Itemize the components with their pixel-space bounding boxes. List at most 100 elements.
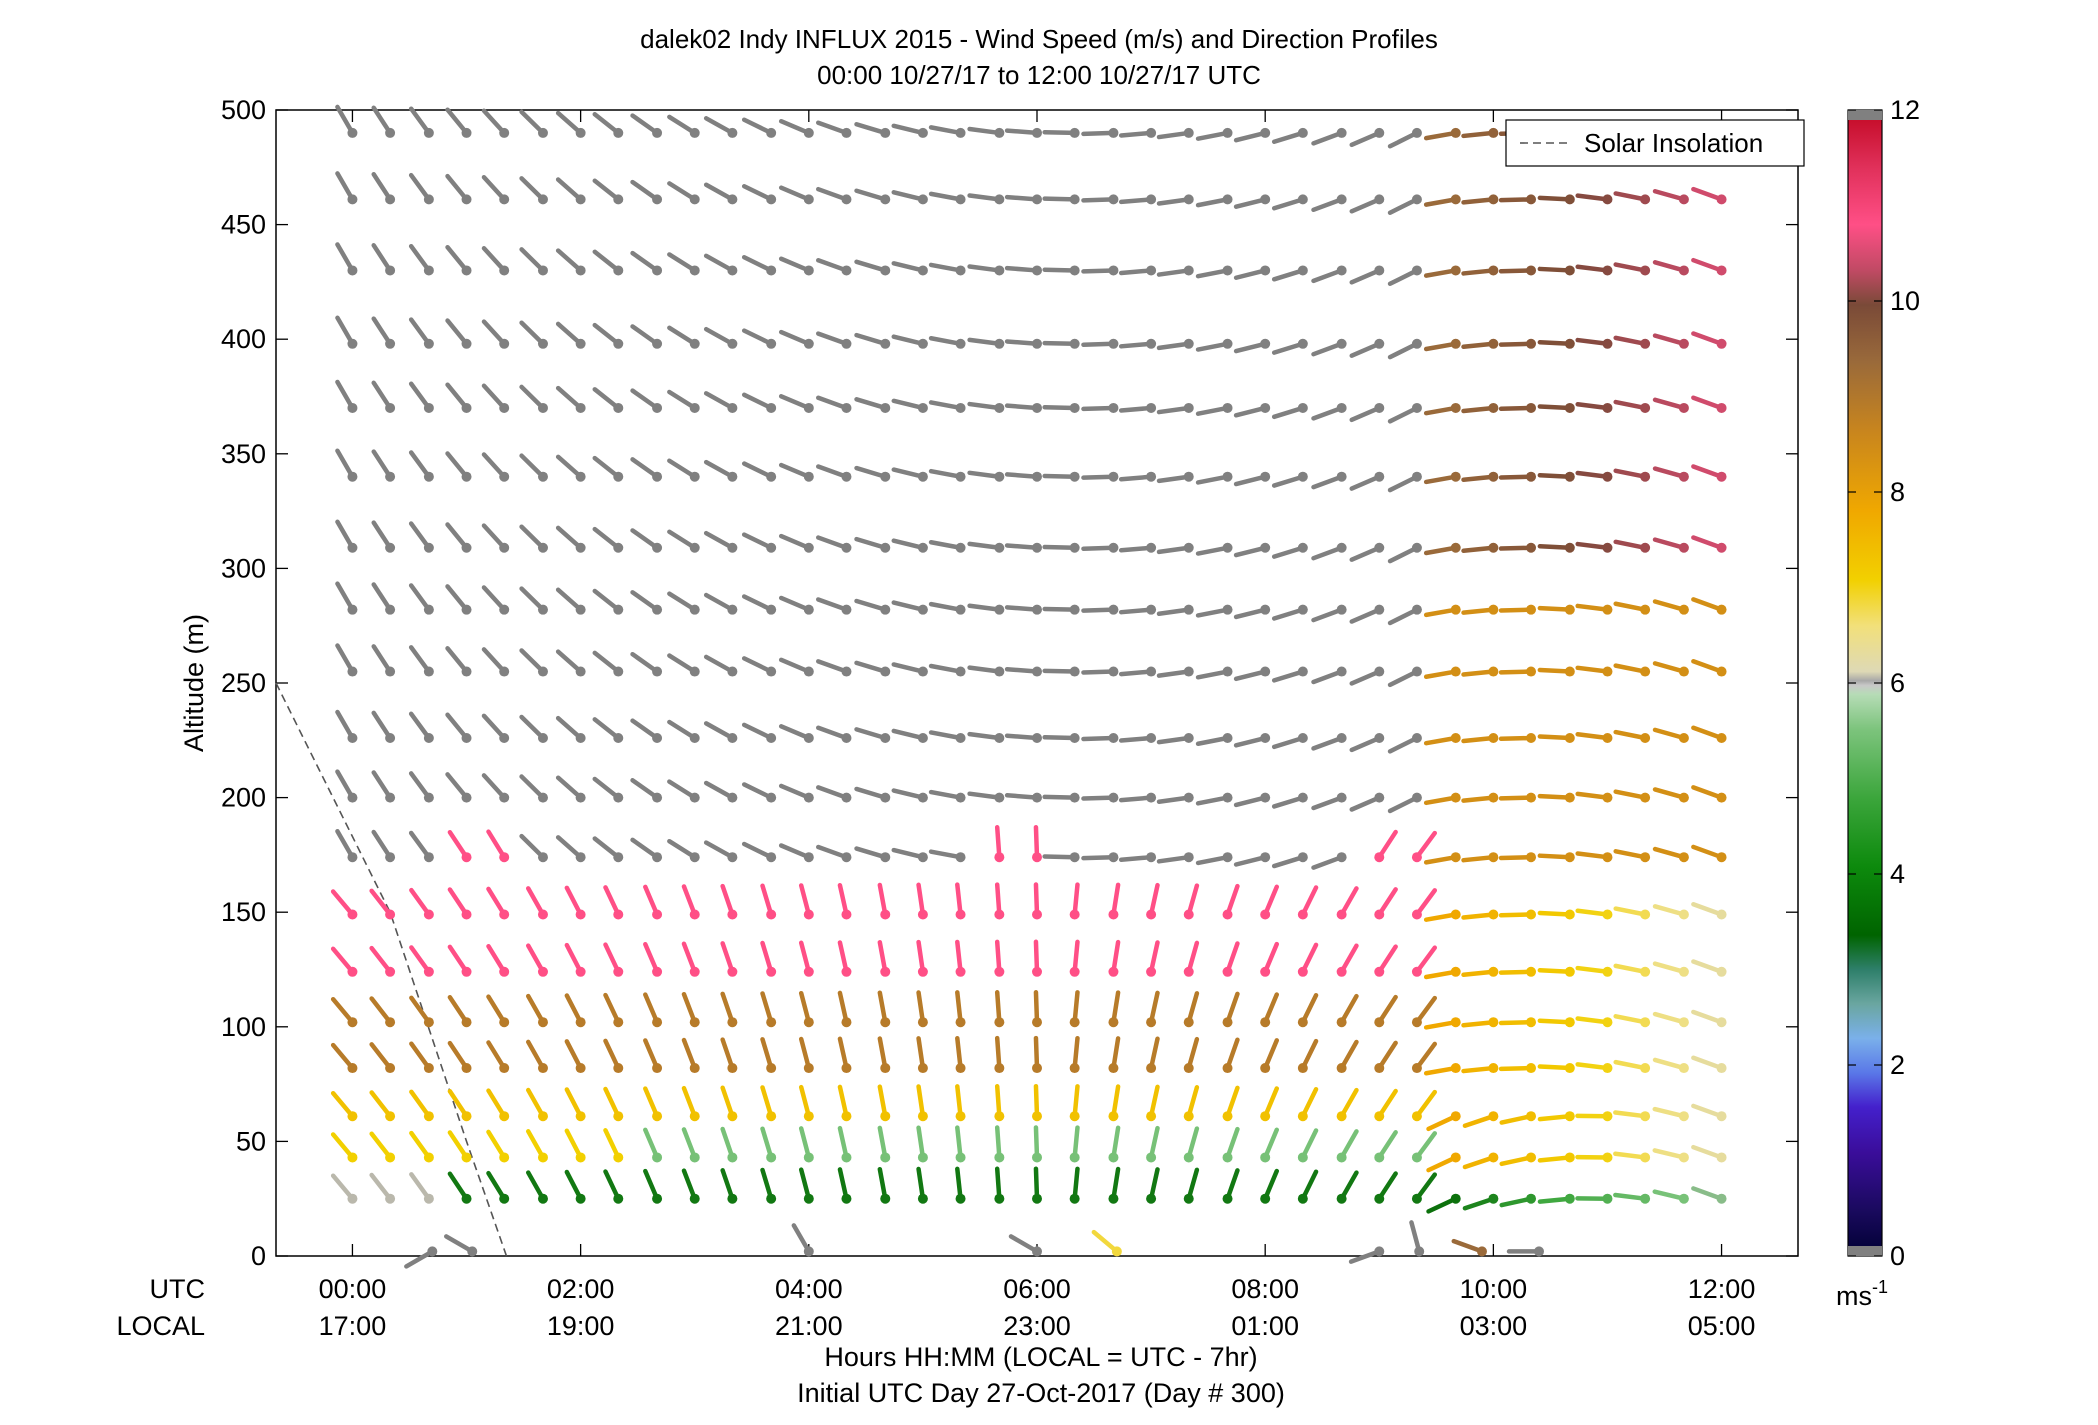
wind-barb-dot	[841, 402, 852, 413]
wind-barb	[1652, 727, 1689, 744]
wind-barb-dot	[1411, 966, 1422, 977]
axis-ticks	[276, 109, 1798, 1257]
x-tick-label-local: 23:00	[1003, 1311, 1071, 1341]
wind-barb	[994, 1084, 1005, 1122]
wind-barb-dot	[1414, 1246, 1425, 1257]
wind-barb-shaft	[1613, 1014, 1648, 1025]
wind-barb	[603, 942, 624, 977]
wind-barb	[371, 770, 396, 803]
wind-barb-shaft	[1652, 904, 1687, 917]
wind-barb	[891, 788, 928, 803]
wind-barb-dot	[766, 792, 777, 803]
wind-barb	[837, 1125, 852, 1163]
wind-barb-shaft	[1311, 669, 1344, 685]
wind-barb-dot	[689, 338, 700, 349]
wind-barb	[409, 945, 434, 977]
wind-barb-dot	[1678, 792, 1689, 803]
wind-barb-dot	[1032, 1111, 1042, 1122]
wind-barb-dot	[1640, 542, 1651, 553]
wind-barb-shaft	[703, 654, 735, 674]
wind-barb-shaft	[1652, 466, 1687, 479]
wind-barb-shaft	[1461, 854, 1496, 863]
wind-barb	[1652, 188, 1689, 205]
wind-barb-dot	[613, 792, 624, 803]
wind-barb-shaft	[1300, 885, 1319, 917]
wind-barb-dot	[841, 666, 852, 677]
wind-barb-dot	[766, 265, 777, 276]
wind-barb-shaft	[1652, 1011, 1687, 1025]
wind-barb-dot	[803, 733, 814, 744]
wind-barb	[481, 585, 510, 615]
wind-barb-dot	[803, 338, 814, 349]
wind-barb-shaft	[486, 829, 507, 860]
wind-barb	[1575, 665, 1613, 677]
wind-barb-dot	[1260, 338, 1271, 349]
wind-barb-dot	[1374, 1193, 1385, 1204]
wind-barb	[854, 660, 891, 677]
wind-barb	[1537, 792, 1575, 803]
wind-barb	[445, 318, 472, 349]
wind-barb-dot	[347, 1193, 358, 1204]
wind-barb	[1146, 1084, 1160, 1122]
wind-barb-dot	[1183, 792, 1194, 803]
wind-barb-dot	[537, 127, 548, 138]
wind-barb-shaft	[1423, 197, 1458, 207]
wind-barb	[816, 186, 852, 205]
wind-barb-dot	[841, 733, 852, 744]
wind-barb	[1498, 792, 1537, 803]
wind-barb-shaft	[928, 125, 963, 136]
wind-barb	[519, 774, 548, 803]
wind-barb	[519, 384, 548, 413]
wind-barb	[1499, 1193, 1537, 1208]
wind-barb-dot	[1716, 542, 1727, 553]
wind-barb-shaft	[525, 1087, 546, 1119]
wind-barb	[1311, 194, 1347, 213]
wind-barb	[1652, 1148, 1689, 1163]
wind-barb	[1156, 471, 1194, 484]
legend: Solar Insolation	[1505, 119, 1805, 167]
wind-barb	[408, 830, 434, 863]
wind-barb	[1652, 904, 1689, 920]
wind-barb-dot	[461, 542, 472, 553]
wind-barb-dot	[1183, 666, 1194, 677]
wind-barb-shaft	[1691, 597, 1724, 612]
wind-barb	[1081, 792, 1119, 803]
wind-barb-dot	[1716, 1193, 1727, 1204]
wind-barb-dot	[1146, 194, 1157, 205]
wind-barb	[967, 126, 1005, 138]
wind-barb-shaft	[1423, 735, 1458, 746]
wind-barb-dot	[652, 852, 663, 863]
wind-barb	[1498, 909, 1537, 920]
wind-barb-dot	[1411, 733, 1422, 744]
wind-barb	[1691, 785, 1727, 803]
wind-barb	[1613, 849, 1651, 863]
wind-barb	[404, 1246, 438, 1269]
wind-barb	[519, 453, 548, 482]
wind-barb-dot	[652, 666, 663, 677]
wind-barb	[1042, 265, 1080, 276]
wind-barb-shaft	[369, 1131, 393, 1160]
wind-barb	[1195, 604, 1233, 618]
y-axis-label: Altitude (m)	[179, 614, 209, 752]
wind-barb-shaft	[519, 384, 546, 411]
wind-barb-dot	[1488, 338, 1499, 349]
wind-barb-shaft	[519, 833, 546, 860]
wind-barb	[1426, 1193, 1461, 1214]
wind-barb-dot	[1069, 852, 1080, 863]
wind-barb-shaft	[854, 188, 888, 202]
colorbar-tick-label: 0	[1890, 1241, 1905, 1271]
wind-barb-dot	[955, 1152, 966, 1163]
wind-barb	[592, 526, 624, 553]
wind-barb	[1575, 1062, 1613, 1074]
wind-barb	[1069, 1035, 1080, 1074]
wind-barb	[1499, 1111, 1537, 1125]
wind-barb-shaft	[798, 990, 812, 1025]
wind-barb-dot	[727, 1063, 738, 1074]
wind-barb	[1411, 888, 1438, 920]
wind-barb-shaft	[1575, 337, 1610, 347]
wind-barb-dot	[1032, 402, 1042, 413]
wind-barb-shaft	[1461, 474, 1496, 482]
wind-barb	[1613, 539, 1651, 553]
wind-barb-dot	[423, 666, 434, 677]
wind-barb	[369, 996, 396, 1028]
